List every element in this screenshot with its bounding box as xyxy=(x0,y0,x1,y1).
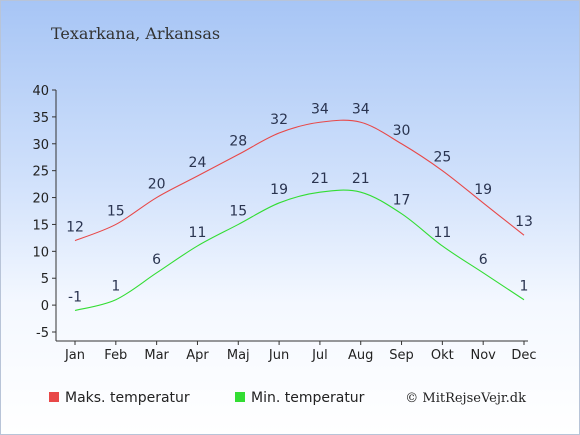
legend-label-max: Maks. temperatur xyxy=(65,390,190,406)
data-label-min: 6 xyxy=(479,252,488,268)
x-tick-label: Aug xyxy=(348,348,373,363)
data-label-min: 15 xyxy=(229,203,247,219)
data-label-max: 30 xyxy=(393,123,411,139)
x-tick-label: Sep xyxy=(389,348,414,363)
data-label-min: 1 xyxy=(111,279,120,295)
x-tick-label: Jan xyxy=(64,348,85,363)
x-tick-label: Feb xyxy=(104,348,127,363)
data-label-max: 15 xyxy=(107,203,125,219)
data-label-max: 28 xyxy=(229,134,247,150)
data-label-max: 34 xyxy=(311,101,329,117)
x-tick-label: Dec xyxy=(511,348,536,363)
data-label-min: 1 xyxy=(520,279,529,295)
x-tick-label: Okt xyxy=(431,348,454,363)
x-tick-label: Nov xyxy=(470,348,496,363)
data-label-min: 21 xyxy=(311,171,329,187)
legend-label-min: Min. temperatur xyxy=(251,390,365,406)
x-tick-label: Jun xyxy=(268,348,289,363)
series-line-max xyxy=(74,119,525,242)
x-tick-label: Jul xyxy=(311,348,328,363)
data-label-max: 24 xyxy=(189,155,207,171)
x-tick-label: Maj xyxy=(227,348,250,363)
data-label-max: 13 xyxy=(515,214,533,230)
data-labels: 12 15 20 24 28 32 34 34 30 25 19 13 -1 1 6 11 15 19 21 21 17… xyxy=(66,101,533,305)
series-lines xyxy=(74,119,525,312)
data-label-max: 25 xyxy=(433,150,451,166)
data-label-min: 17 xyxy=(393,193,411,209)
y-tick-label: 5 xyxy=(41,272,49,287)
y-tick-label: 10 xyxy=(32,245,49,260)
data-label-max: 19 xyxy=(474,182,492,198)
data-label-max: 32 xyxy=(270,112,288,128)
y-tick-label: -5 xyxy=(36,326,49,341)
data-label-max: 12 xyxy=(66,220,84,236)
data-label-min: 11 xyxy=(189,225,207,241)
x-tick-label: Apr xyxy=(186,348,209,363)
data-label-min: 19 xyxy=(270,182,288,198)
axes: -5 0 5 10 15 20 25 30 35 40 Jan Feb Mar Apr Maj Jun Jul A… xyxy=(32,84,536,363)
data-label-min: 21 xyxy=(352,171,370,187)
y-tick-label: 15 xyxy=(32,218,49,233)
data-label-min: 11 xyxy=(433,225,451,241)
data-label-min: 6 xyxy=(152,252,161,268)
credit-text: © MitRejseVejr.dk xyxy=(405,391,526,406)
y-tick-label: 20 xyxy=(32,192,49,207)
y-tick-label: 35 xyxy=(32,111,49,126)
data-label-max: 20 xyxy=(148,177,166,193)
series-line-min xyxy=(74,189,525,312)
data-label-min: -1 xyxy=(68,289,82,305)
y-tick-label: 25 xyxy=(32,165,49,180)
legend: Maks. temperatur Min. temperatur xyxy=(49,390,365,406)
data-label-max: 34 xyxy=(352,101,370,117)
y-tick-label: 0 xyxy=(41,299,49,314)
x-tick-label: Mar xyxy=(144,348,169,363)
chart-title: Texarkana, Arkansas xyxy=(51,24,220,43)
legend-swatch-min xyxy=(235,392,245,402)
y-tick-label: 30 xyxy=(32,138,49,153)
legend-swatch-max xyxy=(49,392,59,402)
y-tick-label: 40 xyxy=(32,84,49,99)
